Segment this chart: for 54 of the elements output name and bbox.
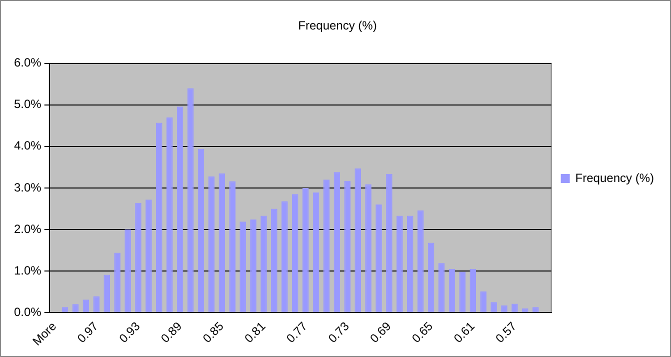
bar	[260, 216, 267, 312]
bar	[459, 272, 466, 312]
y-tick-label: 6.0%	[14, 56, 42, 70]
bar	[82, 300, 90, 312]
x-tick-label: 0.73	[325, 318, 352, 346]
bar	[176, 106, 184, 312]
y-tick-label: 3.0%	[14, 180, 42, 194]
bar	[282, 201, 288, 312]
legend-label: Frequency (%)	[575, 170, 654, 185]
bar	[386, 174, 392, 312]
bar	[156, 122, 162, 312]
bar	[292, 194, 298, 312]
y-tick-label: 1.0%	[14, 263, 42, 278]
x-tick-label: 0.93	[116, 318, 143, 346]
bar	[428, 242, 434, 312]
bar	[135, 202, 142, 312]
bar	[93, 296, 100, 312]
bar	[166, 117, 173, 312]
bar	[146, 200, 152, 312]
bar	[376, 204, 382, 312]
bar	[114, 252, 120, 312]
bar	[406, 216, 414, 312]
bar	[271, 208, 278, 312]
bar	[302, 188, 309, 312]
y-tick-label: 4.0%	[14, 138, 42, 153]
bar	[448, 268, 456, 312]
bar	[365, 184, 372, 312]
bar	[218, 173, 226, 312]
chart-title: Frequency (%)	[298, 18, 377, 33]
x-tick-label: 0.61	[450, 318, 478, 346]
y-tick-label: 0.0%	[14, 304, 42, 319]
bar	[438, 263, 445, 312]
bar	[208, 176, 215, 312]
x-tick-label: 0.69	[367, 318, 394, 346]
bar	[470, 268, 476, 312]
bar	[187, 88, 194, 312]
bar	[334, 172, 340, 312]
bar	[354, 168, 361, 312]
bar	[312, 192, 320, 312]
bar	[323, 180, 330, 312]
bar	[480, 291, 486, 312]
bar	[396, 216, 403, 312]
bar	[104, 274, 110, 312]
bar	[344, 180, 351, 312]
x-tick-label: 0.81	[242, 318, 268, 346]
y-tick-label: 2.0%	[14, 222, 42, 236]
bar	[229, 181, 236, 312]
bar	[240, 222, 246, 312]
bar	[417, 210, 424, 312]
x-tick-label: 0.89	[158, 318, 185, 346]
bar	[124, 229, 131, 312]
bar	[198, 148, 204, 312]
bar	[522, 308, 528, 312]
y-tick-label: 5.0%	[14, 97, 42, 112]
